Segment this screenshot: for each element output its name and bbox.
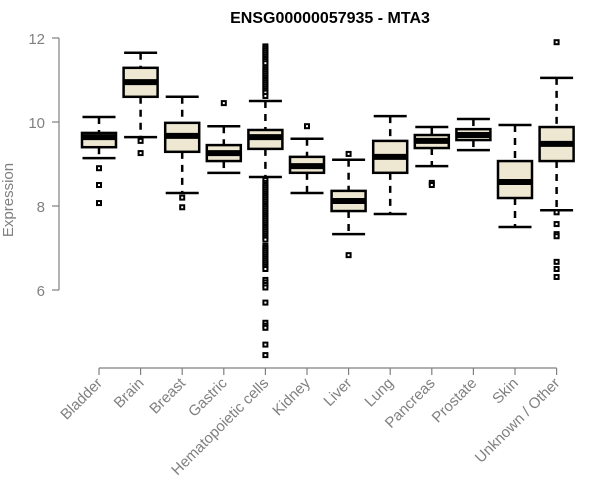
x-tick-label: Breast <box>146 374 189 417</box>
y-tick-label: 6 <box>37 283 45 300</box>
outlier-point <box>553 221 560 228</box>
outlier-point <box>304 123 310 130</box>
outlier-point <box>553 258 560 265</box>
outlier-point <box>137 137 144 144</box>
x-tick-label: Liver <box>320 375 355 410</box>
outlier-point <box>553 266 560 272</box>
outlier-point <box>179 194 186 201</box>
outlier-point <box>137 150 144 157</box>
chart-title: ENSG00000057935 - MTA3 <box>230 10 430 27</box>
box-group-skin <box>496 123 534 229</box>
outlier-point <box>262 236 269 243</box>
outlier-point <box>96 165 102 172</box>
outlier-point <box>179 204 186 211</box>
y-axis-title: Expression <box>0 163 17 237</box>
outlier-point <box>262 266 269 272</box>
x-tick-label: Brain <box>111 375 148 412</box>
box-group-unknown-other <box>538 39 575 280</box>
outlier-point <box>553 233 560 240</box>
outlier-point <box>220 100 227 107</box>
box-group-gastric <box>205 100 243 175</box>
outlier-point <box>262 299 269 306</box>
outlier-point <box>553 209 560 216</box>
box-group-hematopoietic-cells <box>247 43 284 359</box>
outlier-point <box>345 150 352 157</box>
box-group-lung <box>371 114 409 216</box>
outlier-point <box>553 39 560 46</box>
outlier-point <box>262 92 269 99</box>
outlier-point <box>262 284 269 291</box>
outlier-point <box>262 324 269 331</box>
x-tick-label: Lung <box>361 375 397 411</box>
box-group-pancreas <box>413 125 451 188</box>
x-tick-label: Skin <box>489 375 522 408</box>
outlier-point <box>262 341 269 348</box>
y-tick-label: 10 <box>28 115 45 132</box>
x-tick-label: Prostate <box>429 375 481 427</box>
outlier-point <box>96 182 102 188</box>
outlier-point <box>262 352 269 359</box>
box-group-bladder <box>80 115 118 207</box>
box-group-prostate <box>455 117 492 152</box>
outlier-point <box>553 273 560 280</box>
box-group-brain <box>122 51 159 157</box>
y-axis: 6 8 10 12 <box>28 31 60 300</box>
boxes <box>80 39 575 359</box>
box-group-liver <box>330 150 367 259</box>
box-group-breast <box>163 95 201 211</box>
y-tick-label: 12 <box>28 31 45 48</box>
box-group-kidney <box>288 123 326 195</box>
y-tick-label: 8 <box>37 199 45 216</box>
outlier-point <box>345 252 352 259</box>
outlier-point <box>428 182 435 188</box>
outlier-point <box>96 200 102 207</box>
x-tick-label: Bladder <box>57 375 106 424</box>
x-tick-label: Kidney <box>269 374 314 419</box>
